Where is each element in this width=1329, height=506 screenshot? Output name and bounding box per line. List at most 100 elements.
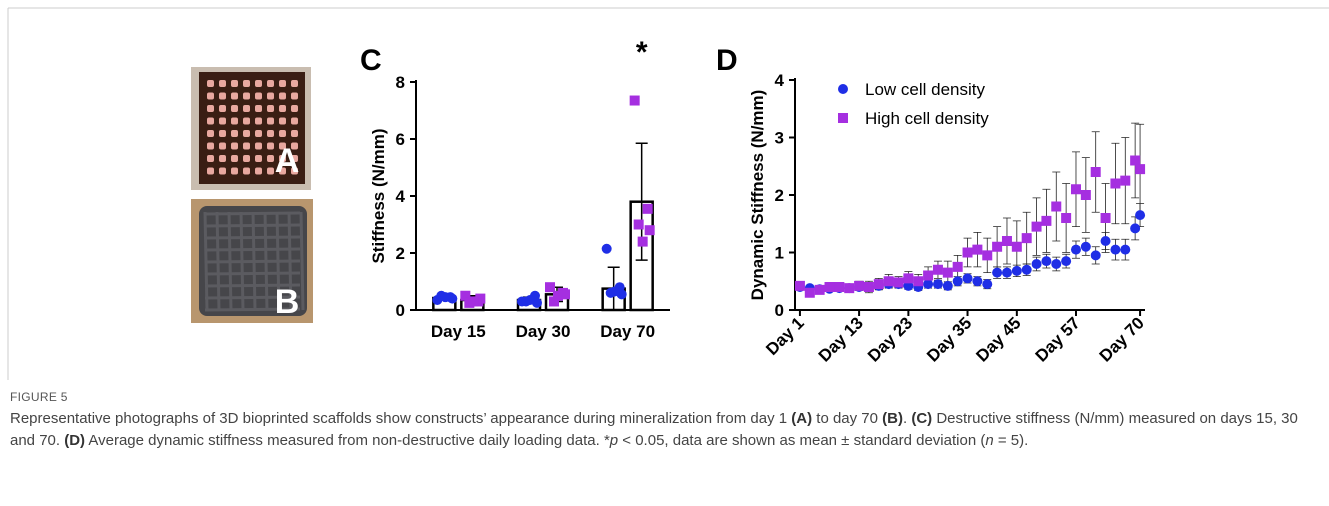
data-point: [1001, 236, 1012, 246]
data-point: [1061, 213, 1072, 223]
caption-text: (D): [64, 432, 86, 449]
data-point: [982, 250, 993, 261]
data-point: [637, 236, 648, 247]
data-point: [644, 225, 655, 236]
data-point: [1031, 221, 1042, 232]
data-point: [1041, 256, 1052, 267]
data-point: [553, 290, 563, 301]
photo-b: [191, 199, 313, 323]
data-point: [1011, 265, 1022, 276]
data-point: [883, 276, 894, 287]
caption-text: n: [985, 432, 994, 449]
y-tick-label: 1: [775, 244, 784, 263]
caption-text: = 5).: [993, 432, 1029, 449]
y-tick-label: 8: [396, 73, 405, 92]
data-point: [1061, 256, 1072, 267]
data-point: [1130, 155, 1141, 166]
caption: Representative photographs of 3D bioprin…: [10, 408, 1310, 452]
data-point: [1080, 190, 1091, 200]
x-tick-label: Day 35: [923, 313, 975, 365]
data-point: [1130, 223, 1141, 234]
data-point: [1135, 210, 1146, 221]
data-point: [942, 267, 953, 278]
y-axis-label: Dynamic Stiffness (N/mm): [748, 90, 767, 301]
photo-a: [191, 67, 311, 190]
x-tick-label: Day 70: [600, 322, 655, 341]
x-tick-label: Day 23: [864, 313, 916, 365]
data-point: [1120, 175, 1131, 186]
data-point: [992, 241, 1003, 252]
data-point: [642, 203, 653, 214]
y-tick-label: 3: [775, 129, 784, 148]
data-point: [824, 282, 835, 292]
data-point: [972, 244, 983, 255]
data-point: [1110, 244, 1121, 255]
data-point: [460, 290, 471, 301]
data-point: [923, 279, 934, 290]
caption-text: Representative photographs of 3D bioprin…: [10, 410, 792, 427]
y-tick-label: 4: [396, 187, 406, 206]
caption-text: .: [903, 410, 912, 427]
data-point: [545, 282, 555, 293]
data-point: [962, 247, 973, 258]
data-point: [1031, 259, 1042, 269]
panel-label: D: [716, 44, 738, 77]
legend-label: High cell density: [865, 109, 989, 128]
data-point: [609, 286, 620, 297]
data-point: [804, 287, 815, 298]
photo-label: A: [275, 142, 300, 180]
y-tick-label: 2: [775, 186, 784, 205]
data-point: [468, 296, 479, 307]
data-point: [932, 264, 943, 275]
data-point: [844, 283, 855, 294]
data-point: [834, 282, 845, 292]
legend-marker: [838, 113, 848, 123]
caption-text: Average dynamic stiffness measured from …: [85, 432, 610, 449]
data-point: [1070, 244, 1081, 255]
legend-label: Low cell density: [865, 80, 986, 99]
data-point: [560, 289, 570, 300]
data-point: [903, 273, 914, 284]
panel-label: C: [360, 44, 382, 77]
data-point: [932, 279, 943, 290]
data-point: [1090, 167, 1101, 177]
y-tick-label: 0: [775, 301, 784, 320]
y-tick-label: 2: [396, 244, 405, 263]
data-point: [952, 276, 963, 287]
data-point: [1041, 215, 1052, 226]
caption-text: (B): [882, 410, 903, 427]
data-point: [913, 276, 924, 287]
data-point: [1051, 201, 1062, 212]
y-tick-label: 4: [775, 71, 785, 90]
caption-text: (C): [911, 410, 933, 427]
data-point: [1120, 244, 1131, 255]
caption-text: < 0.05, data are shown as mean ± standar…: [618, 432, 986, 449]
caption-text: p: [609, 432, 619, 449]
data-point: [873, 279, 884, 290]
figure: A B C 0 2 4 6 8 Stiffness (N/mm) Day 15 Day 30 Da…: [7, 7, 1329, 380]
data-point: [952, 261, 963, 272]
data-point: [982, 279, 993, 290]
data-point: [475, 293, 486, 304]
caption-text: to day 70: [812, 410, 883, 427]
x-tick-label: Day 57: [1032, 313, 1084, 365]
x-tick-label: Day 15: [431, 322, 486, 341]
data-point: [1021, 264, 1032, 275]
data-point: [629, 95, 640, 106]
caption-label: FIGURE 5: [10, 390, 68, 404]
data-point: [1051, 259, 1062, 269]
data-point: [794, 280, 805, 291]
x-tick-label: Day 45: [972, 313, 1024, 365]
data-point: [440, 292, 451, 303]
data-point: [1090, 250, 1101, 261]
data-point: [863, 282, 874, 292]
data-point: [814, 284, 825, 295]
data-point: [992, 267, 1003, 278]
y-tick-label: 0: [396, 301, 405, 320]
data-point: [962, 273, 973, 284]
data-point: [525, 295, 535, 306]
data-point: [1021, 233, 1032, 244]
data-point: [549, 296, 559, 307]
data-point: [1110, 178, 1121, 189]
y-tick-label: 6: [396, 130, 405, 149]
